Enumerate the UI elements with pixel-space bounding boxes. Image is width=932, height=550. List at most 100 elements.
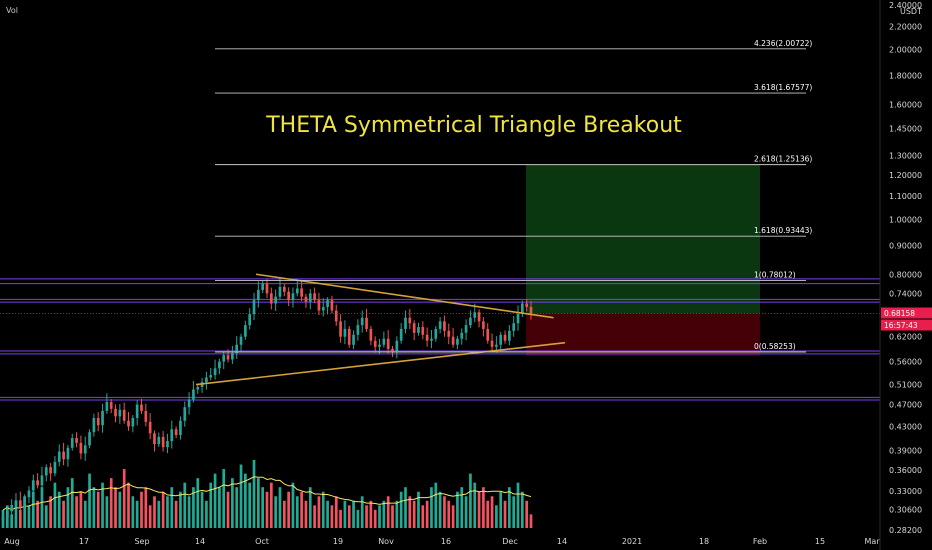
candle-body[interactable] [395, 340, 399, 351]
candle-body[interactable] [369, 328, 373, 341]
candle-body[interactable] [473, 312, 477, 318]
candle-body[interactable] [438, 321, 442, 329]
candle-body[interactable] [512, 323, 516, 331]
candle-body[interactable] [516, 314, 520, 324]
candle-body[interactable] [304, 296, 308, 302]
candle-body[interactable] [140, 404, 143, 411]
candle-body[interactable] [1, 517, 5, 521]
candle-body[interactable] [365, 317, 368, 329]
candle-body[interactable] [291, 293, 295, 301]
candle-body[interactable] [170, 429, 174, 442]
triangle-upper-trendline[interactable] [255, 273, 554, 319]
candle-body[interactable] [70, 438, 74, 448]
candle-body[interactable] [486, 328, 490, 341]
candle-body[interactable] [313, 293, 316, 301]
candle-body[interactable] [347, 328, 351, 345]
candle-body[interactable] [148, 421, 152, 434]
candle-body[interactable] [27, 490, 31, 498]
candle-body[interactable] [114, 408, 117, 417]
candle-body[interactable] [196, 386, 200, 390]
candle-body[interactable] [391, 348, 394, 351]
candle-body[interactable] [127, 420, 130, 427]
candle-body[interactable] [287, 291, 290, 301]
candle-body[interactable] [378, 344, 381, 347]
candle-body[interactable] [490, 340, 494, 347]
candle-body[interactable] [482, 321, 485, 329]
candle-body[interactable] [231, 353, 234, 360]
candle-body[interactable] [213, 368, 217, 376]
candle-body[interactable] [451, 336, 455, 345]
candle-body[interactable] [352, 334, 355, 345]
candle-body[interactable] [75, 438, 78, 443]
candle-body[interactable] [408, 317, 412, 324]
candle-body[interactable] [521, 303, 524, 315]
candle-body[interactable] [447, 330, 451, 337]
candle-body[interactable] [179, 420, 182, 436]
candle-body[interactable] [235, 344, 239, 354]
candle-body[interactable] [265, 283, 269, 294]
candle-body[interactable] [122, 409, 126, 421]
candle-body[interactable] [92, 417, 96, 433]
candle-body[interactable] [495, 344, 498, 347]
candle-body[interactable] [53, 461, 57, 474]
candle-body[interactable] [399, 328, 403, 341]
candle-body[interactable] [421, 327, 425, 335]
candle-body[interactable] [5, 511, 9, 518]
candle-body[interactable] [356, 325, 360, 335]
candle-body[interactable] [166, 441, 169, 448]
candle-body[interactable] [14, 500, 18, 505]
candle-body[interactable] [218, 361, 221, 369]
candle-body[interactable] [464, 325, 468, 333]
candle-body[interactable] [174, 429, 178, 436]
candle-body[interactable] [157, 436, 161, 445]
candle-body[interactable] [109, 401, 113, 409]
candle-body[interactable] [31, 480, 35, 491]
candle-body[interactable] [525, 303, 529, 307]
candle-body[interactable] [382, 338, 386, 345]
candle-body[interactable] [425, 334, 429, 341]
triangle-lower-trendline[interactable] [195, 341, 566, 386]
candle-body[interactable] [295, 288, 299, 294]
candle-body[interactable] [239, 336, 243, 345]
candle-body[interactable] [308, 293, 312, 302]
take-profit-zone[interactable] [526, 164, 760, 314]
candle-body[interactable] [339, 321, 342, 337]
candle-body[interactable] [187, 399, 191, 408]
candle-body[interactable] [144, 410, 148, 422]
candle-body[interactable] [343, 328, 347, 337]
stop-loss-zone[interactable] [526, 313, 760, 356]
candle-body[interactable] [83, 445, 87, 454]
candle-body[interactable] [244, 325, 247, 337]
candle-body[interactable] [252, 300, 256, 315]
candle-body[interactable] [334, 310, 338, 322]
candle-body[interactable] [330, 300, 334, 311]
candle-body[interactable] [326, 300, 329, 307]
candle-body[interactable] [282, 286, 286, 292]
candle-body[interactable] [161, 436, 165, 448]
candle-body[interactable] [79, 442, 83, 454]
candle-body[interactable] [499, 334, 503, 345]
candle-body[interactable] [153, 433, 156, 445]
candle-body[interactable] [460, 332, 464, 339]
candle-body[interactable] [96, 417, 100, 426]
candle-body[interactable] [183, 407, 187, 421]
candle-body[interactable] [261, 283, 265, 291]
candle-body[interactable] [49, 467, 52, 474]
candle-body[interactable] [18, 500, 22, 508]
candle-body[interactable] [443, 321, 446, 331]
candle-body[interactable] [321, 306, 325, 311]
candle-body[interactable] [222, 355, 226, 362]
candle-body[interactable] [36, 480, 39, 486]
candle-body[interactable] [118, 409, 122, 417]
candle-body[interactable] [386, 338, 390, 349]
candle-body[interactable] [205, 377, 208, 383]
candle-body[interactable] [257, 290, 260, 301]
candle-body[interactable] [278, 286, 282, 297]
candle-body[interactable] [300, 288, 303, 297]
candle-body[interactable] [404, 317, 407, 329]
candle-body[interactable] [88, 432, 91, 446]
candle-body[interactable] [23, 497, 26, 508]
candle-body[interactable] [317, 300, 321, 311]
candle-body[interactable] [469, 317, 472, 326]
